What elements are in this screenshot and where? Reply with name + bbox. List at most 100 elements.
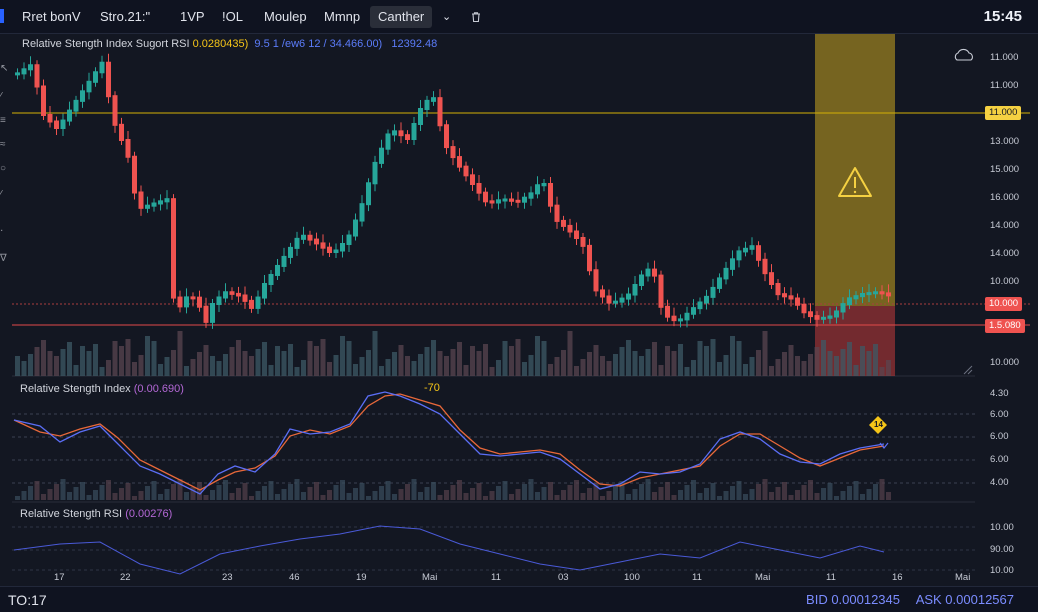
toolbar-moulep[interactable]: Moulep bbox=[264, 9, 307, 24]
circle-icon[interactable]: ○ bbox=[0, 163, 7, 174]
crosshair-icon[interactable]: ↖ bbox=[0, 63, 9, 74]
candle bbox=[697, 301, 703, 310]
volume-bar bbox=[775, 359, 781, 376]
pitchfork-icon[interactable]: ≡ bbox=[0, 115, 6, 126]
rsi-volume-bar bbox=[216, 485, 222, 500]
rsi-volume-bar bbox=[522, 484, 527, 500]
candle bbox=[775, 283, 781, 296]
candle bbox=[405, 134, 410, 140]
candle bbox=[249, 299, 254, 309]
volume-bar bbox=[593, 345, 599, 376]
volume-bar bbox=[717, 362, 722, 376]
rsi-volume-bar bbox=[801, 485, 807, 500]
main-panel-legend[interactable]: Relative Stength Index Sugort RSI 0.0280… bbox=[22, 38, 437, 50]
volume-bar bbox=[821, 340, 826, 376]
candle bbox=[450, 146, 456, 159]
rsi-diamond-marker[interactable] bbox=[869, 416, 887, 434]
rsi-volume-bar bbox=[684, 485, 690, 500]
rsi-volume-bar bbox=[509, 494, 514, 500]
volume-bar bbox=[450, 349, 456, 376]
top-toolbar: Rret bonV Stro.21:" 1VP !OL Moulep Mmnp … bbox=[0, 0, 1038, 34]
volume-bar bbox=[509, 346, 514, 376]
volume-bar bbox=[372, 331, 378, 376]
rsi-peak-label: -70 bbox=[424, 382, 440, 394]
rsi-volume-bar bbox=[749, 489, 755, 500]
rsi-panel-legend[interactable]: Relative Stength Index (0.00.690) bbox=[20, 383, 184, 395]
volume-bar bbox=[827, 351, 833, 376]
rsi-volume-bar bbox=[463, 493, 469, 500]
price-chart[interactable] bbox=[0, 34, 1038, 586]
toolbar-1vp[interactable]: 1VP bbox=[180, 9, 205, 24]
y-axis-label: 15.000 bbox=[990, 164, 1020, 175]
rsi-volume-bar bbox=[665, 482, 670, 500]
rsi-volume-bar bbox=[138, 491, 144, 500]
rsi-y-label: 4.00 bbox=[990, 477, 1009, 488]
ruler-icon[interactable]: ∕ bbox=[0, 189, 2, 200]
candle bbox=[554, 204, 560, 222]
rsi-volume-bars bbox=[15, 479, 891, 500]
bid-price[interactable]: BID 0.00012345 bbox=[806, 592, 900, 607]
candle bbox=[67, 109, 72, 122]
volume-bar bbox=[489, 367, 495, 376]
candle bbox=[489, 200, 495, 204]
volume-bar bbox=[749, 357, 755, 376]
left-drawing-toolbar: ↖ ∕ ≡ ≈ ○ ∕ ․ ∇ bbox=[0, 34, 12, 574]
brush-icon[interactable]: ≈ bbox=[0, 139, 6, 150]
x-axis-label: 16 bbox=[892, 572, 903, 583]
volume-bar bbox=[541, 341, 547, 376]
rsi-panel-value: (0.00.690) bbox=[133, 383, 184, 395]
rsi-volume-bar bbox=[645, 479, 651, 500]
rsi-volume-bar bbox=[671, 495, 677, 500]
candle bbox=[34, 64, 40, 88]
rsi2-panel-legend[interactable]: Relative Stength RSI (0.00276) bbox=[20, 508, 172, 520]
volume-bar bbox=[132, 362, 137, 376]
warning-triangle-icon[interactable] bbox=[838, 167, 872, 197]
trash-icon[interactable] bbox=[462, 6, 490, 28]
text-icon[interactable]: ․ bbox=[0, 223, 4, 234]
volume-bar bbox=[769, 366, 774, 376]
toolbar-symbol[interactable]: Rret bonV bbox=[22, 9, 81, 24]
ask-price[interactable]: ASK 0.00012567 bbox=[915, 592, 1014, 607]
yellow-level-tag: 11.000 bbox=[985, 106, 1022, 120]
cloud-settings-icon[interactable] bbox=[954, 48, 973, 61]
main-panel-value1: 0.0280435) bbox=[192, 38, 249, 50]
toolbar-iol[interactable]: !OL bbox=[222, 9, 243, 24]
volume-bar bbox=[463, 365, 469, 376]
candle bbox=[626, 293, 631, 300]
toolbar-mmnp[interactable]: Mmnp bbox=[324, 9, 361, 24]
rsi-volume-bar bbox=[476, 483, 482, 500]
candle bbox=[145, 204, 150, 209]
rsi-volume-bar bbox=[28, 486, 33, 500]
volume-bar bbox=[645, 349, 651, 376]
candle bbox=[769, 272, 774, 285]
volume-bar bbox=[736, 341, 742, 376]
trendline-icon[interactable]: ∕ bbox=[0, 91, 2, 102]
candle bbox=[756, 245, 761, 261]
volume-bar bbox=[119, 346, 124, 376]
volume-bar bbox=[28, 354, 33, 376]
chevron-down-icon[interactable]: ⌄ bbox=[442, 11, 452, 23]
candle bbox=[125, 139, 131, 158]
rsi-volume-bar bbox=[119, 488, 124, 500]
volume-bar bbox=[658, 365, 664, 376]
rsi-volume-bar bbox=[41, 494, 46, 500]
toolbar-canther[interactable]: Canther bbox=[370, 6, 433, 28]
volume-bar bbox=[86, 351, 92, 376]
rsi-volume-bar bbox=[574, 480, 579, 500]
candle bbox=[190, 296, 196, 300]
candle bbox=[645, 268, 651, 277]
candle bbox=[275, 264, 280, 276]
candle bbox=[827, 315, 833, 319]
x-axis-label: Mai bbox=[955, 572, 971, 583]
candle bbox=[164, 198, 170, 203]
y-axis-label: 10.000 bbox=[990, 276, 1020, 287]
measure-icon[interactable]: ∇ bbox=[0, 253, 7, 264]
candle bbox=[704, 295, 709, 304]
candle bbox=[138, 191, 144, 209]
rsi-volume-bar bbox=[580, 493, 586, 500]
rsi-volume-bar bbox=[554, 495, 560, 500]
rsi-volume-bar bbox=[593, 483, 599, 500]
rsi-volume-bar bbox=[80, 482, 85, 500]
toolbar-interval[interactable]: Stro.21:" bbox=[100, 9, 151, 24]
rsi-volume-bar bbox=[203, 495, 209, 500]
